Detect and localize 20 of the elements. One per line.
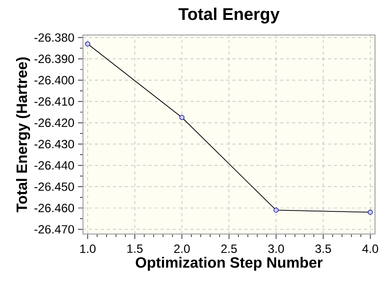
y-axis-title: Total Energy (Hartree)	[16, 57, 30, 212]
y-tick-label: -26.400	[34, 76, 74, 84]
x-tick-label: 2.5	[221, 244, 237, 253]
x-tick-label: 4.0	[362, 244, 378, 253]
chart-title: Total Energy	[178, 8, 280, 24]
y-tick-label: -26.470	[34, 225, 74, 234]
y-tick-label: -26.450	[34, 182, 74, 191]
x-tick-label: 2.0	[174, 244, 190, 253]
x-tick-label: 3.0	[268, 244, 284, 253]
y-tick-label: -26.460	[34, 204, 74, 212]
x-axis-title: Optimization Step Number	[136, 256, 323, 271]
y-tick-label: -26.410	[34, 97, 74, 106]
y-tick-label: -26.430	[34, 140, 74, 148]
x-tick-label: 3.5	[315, 244, 331, 253]
x-tick-label: 1.0	[80, 244, 96, 253]
x-tick-label: 1.5	[127, 244, 143, 253]
y-tick-label: -26.440	[34, 161, 74, 170]
y-tick-label: -26.390	[34, 54, 74, 64]
y-tick-label: -26.420	[34, 118, 74, 127]
y-tick-label: -26.380	[34, 33, 74, 42]
